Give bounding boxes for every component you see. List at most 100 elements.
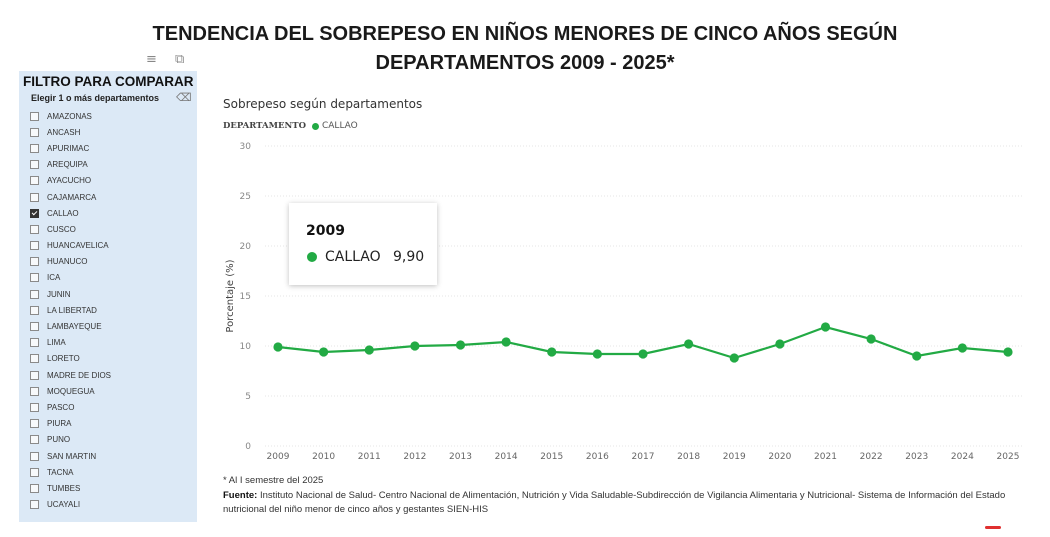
data-point — [455, 340, 466, 350]
legend-marker — [311, 122, 319, 130]
data-point — [912, 351, 922, 361]
filter-icon[interactable]: ≡ — [146, 52, 157, 67]
department-option[interactable]: PUNO — [30, 432, 111, 448]
checkbox[interactable] — [30, 370, 39, 380]
corner-mark — [985, 526, 1001, 529]
checkbox[interactable] — [30, 289, 39, 299]
checkbox[interactable] — [30, 467, 39, 477]
department-label: MADRE DE DIOS — [47, 370, 112, 380]
y-axis-label: Porcentaje (%) — [225, 259, 236, 332]
department-option[interactable]: TUMBES — [30, 480, 111, 496]
footnote: * Al I semestre del 2025 — [223, 475, 324, 486]
department-label: SAN MARTIN — [47, 451, 97, 461]
checkbox[interactable] — [30, 338, 39, 348]
department-label: CUSCO — [47, 224, 76, 234]
department-option[interactable]: PASCO — [30, 399, 111, 415]
department-label: AREQUIPA — [47, 160, 88, 170]
tooltip-title: 2009 — [306, 223, 345, 239]
checkbox[interactable] — [30, 435, 39, 445]
x-tick-label: 2010 — [312, 452, 335, 462]
department-label: AYACUCHO — [47, 176, 92, 186]
checkbox[interactable] — [30, 451, 39, 461]
department-label: LAMBAYEQUE — [47, 322, 102, 332]
department-option[interactable]: JUNIN — [30, 286, 111, 302]
department-option[interactable]: SAN MARTIN — [30, 448, 111, 464]
visual-toolbar: ≡ ⧉ — [146, 52, 198, 67]
department-option[interactable]: CUSCO — [30, 221, 111, 237]
x-tick-label: 2011 — [358, 452, 381, 462]
checkbox[interactable] — [30, 322, 39, 332]
department-option[interactable]: APURIMAC — [30, 140, 111, 156]
department-option[interactable]: ANCASH — [30, 124, 111, 140]
x-tick-label: 2024 — [951, 452, 974, 462]
data-point — [319, 347, 329, 357]
data-point — [957, 343, 967, 353]
x-tick-label: 2021 — [814, 452, 837, 462]
checkbox[interactable] — [30, 143, 39, 153]
checkbox[interactable] — [30, 386, 39, 396]
x-tick-label: 2019 — [723, 452, 746, 462]
source-text: Instituto Nacional de Salud- Centro Naci… — [223, 490, 1006, 515]
department-option[interactable]: LA LIBERTAD — [30, 302, 111, 318]
department-label: HUANCAVELICA — [47, 241, 109, 251]
department-option[interactable]: HUANCAVELICA — [30, 238, 111, 254]
chart-tooltip: 2009 CALLAO 9,90 — [289, 203, 437, 285]
checkbox[interactable] — [30, 241, 39, 251]
checkbox[interactable] — [30, 224, 39, 234]
department-label: CALLAO — [47, 208, 79, 218]
department-option[interactable]: AREQUIPA — [30, 157, 111, 173]
checkbox[interactable] — [30, 483, 39, 493]
checkbox[interactable] — [30, 127, 39, 137]
filter-subtitle: Elegir 1 o más departamentos — [31, 93, 160, 103]
department-option[interactable]: MADRE DE DIOS — [30, 367, 111, 383]
department-option[interactable]: CAJAMARCA — [30, 189, 111, 205]
department-option[interactable]: CALLAO — [30, 205, 111, 221]
data-point — [501, 337, 511, 347]
data-point — [410, 341, 420, 351]
department-list: AMAZONAS ANCASH APURIMAC AREQUIPA AYACUCHO CA… — [30, 108, 111, 513]
checkbox[interactable] — [30, 111, 39, 121]
checkbox[interactable] — [30, 273, 39, 283]
data-point — [1003, 347, 1013, 357]
department-label: JUNIN — [47, 289, 71, 299]
department-option[interactable]: LAMBAYEQUE — [30, 318, 111, 334]
department-option[interactable]: LORETO — [30, 351, 111, 367]
tooltip-series: CALLAO — [325, 249, 381, 265]
checkbox[interactable] — [30, 354, 39, 364]
department-option[interactable]: AYACUCHO — [30, 173, 111, 189]
department-label: ANCASH — [47, 127, 81, 137]
clear-selection-icon[interactable]: ⌫ — [176, 91, 192, 104]
expand-icon[interactable]: ⧉ — [175, 52, 185, 67]
legend-title: DEPARTAMENTO — [223, 121, 306, 131]
checkbox[interactable] — [30, 402, 39, 412]
department-option[interactable]: PIURA — [30, 416, 111, 432]
department-option[interactable]: ICA — [30, 270, 111, 286]
checkbox[interactable] — [30, 257, 39, 267]
x-tick-label: 2016 — [586, 452, 609, 462]
checkbox[interactable] — [30, 500, 39, 510]
department-option[interactable]: LIMA — [30, 335, 111, 351]
checkbox[interactable] — [30, 305, 39, 315]
x-tick-label: 2020 — [768, 452, 791, 462]
data-point — [364, 345, 374, 355]
checkbox[interactable] — [30, 192, 39, 202]
department-option[interactable]: AMAZONAS — [30, 108, 111, 124]
x-tick-label: 2017 — [632, 452, 655, 462]
checkbox-checked[interactable] — [30, 208, 39, 218]
department-option[interactable]: HUANUCO — [30, 254, 111, 270]
x-tick-label: 2018 — [677, 452, 700, 462]
department-option[interactable]: TACNA — [30, 464, 111, 480]
data-point — [638, 349, 648, 359]
data-point — [684, 339, 694, 349]
chart-legend: DEPARTAMENTO CALLAO — [223, 121, 358, 131]
department-label: APURIMAC — [47, 143, 90, 153]
checkbox[interactable] — [30, 419, 39, 429]
department-label: TUMBES — [47, 483, 81, 493]
department-option[interactable]: MOQUEGUA — [30, 383, 111, 399]
department-option[interactable]: UCAYALI — [30, 497, 111, 513]
checkbox[interactable] — [30, 176, 39, 186]
legend-item-label[interactable]: CALLAO — [321, 121, 358, 131]
data-point — [820, 322, 831, 332]
checkbox[interactable] — [30, 160, 39, 170]
filter-title: FILTRO PARA COMPARAR — [23, 74, 194, 89]
